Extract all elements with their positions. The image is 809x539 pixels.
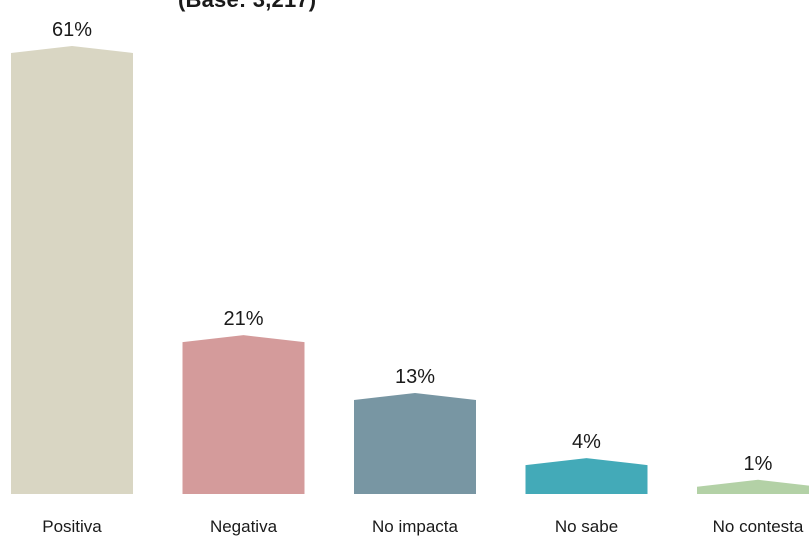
- value-label: 61%: [52, 19, 92, 41]
- bar-negativa: [182, 335, 305, 494]
- value-label: 21%: [223, 308, 263, 330]
- category-label: No impacta: [372, 517, 459, 536]
- bar-no-sabe: [525, 458, 648, 494]
- chart-subtitle: (Base: 3,217): [178, 0, 316, 13]
- value-label: 1%: [744, 453, 773, 475]
- category-label: Positiva: [42, 517, 102, 536]
- bar-no-contesta: [697, 479, 809, 494]
- bar-positiva: [11, 46, 133, 494]
- category-label: Negativa: [210, 517, 278, 536]
- category-label: No sabe: [555, 517, 618, 536]
- value-label: 4%: [572, 431, 601, 453]
- category-label: No contesta: [713, 517, 804, 536]
- bar-no-impacta: [354, 393, 476, 494]
- value-label: 13%: [395, 366, 435, 388]
